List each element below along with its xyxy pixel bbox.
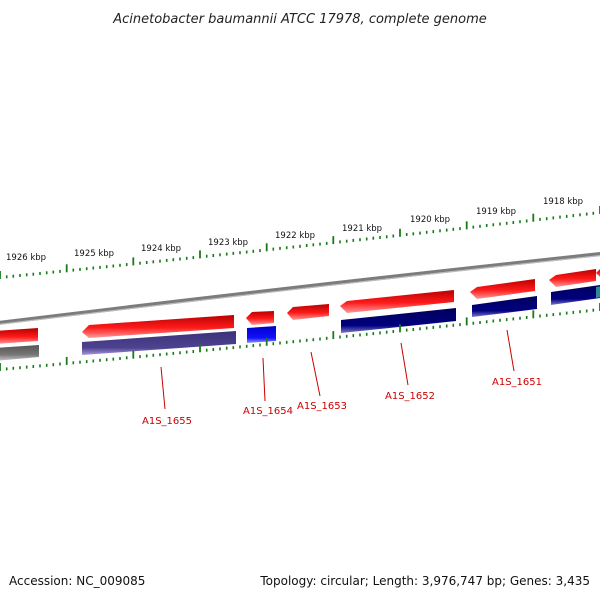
reverse-strand-genes xyxy=(0,285,600,361)
gene-label-a1s-1654: A1S_1654 xyxy=(243,406,293,417)
forward-strand-genes xyxy=(0,266,600,344)
gene-forward-right[interactable] xyxy=(549,269,596,287)
gene-reverse-navy-3[interactable] xyxy=(551,285,600,305)
gene-forward-left-edge[interactable] xyxy=(0,328,38,344)
kbp-label-1923: 1923 kbp xyxy=(208,238,248,248)
gene-label-a1s-1653: A1S_1653 xyxy=(297,401,347,412)
accession-text: Accession: NC_009085 xyxy=(9,574,146,588)
leader-a1s-1655 xyxy=(160,366,166,410)
map-title: Acinetobacter baumannii ATCC 17978, comp… xyxy=(112,12,487,27)
gene-forward-a1s-1652[interactable] xyxy=(340,290,454,313)
kbp-label-1921: 1921 kbp xyxy=(342,224,382,234)
outer-tick-ring xyxy=(0,206,600,279)
gene-forward-right-edge[interactable] xyxy=(596,266,600,279)
kbp-label-1924: 1924 kbp xyxy=(141,244,181,254)
kbp-label-group: 1926 kbp 1925 kbp 1924 kbp 1923 kbp 1922… xyxy=(6,197,583,263)
gene-labels: A1S_1655 A1S_1654 A1S_1653 A1S_1652 A1S_… xyxy=(142,377,542,427)
leader-a1s-1654 xyxy=(262,357,266,402)
leader-a1s-1651 xyxy=(506,329,515,372)
gene-reverse-purple[interactable] xyxy=(82,331,236,355)
genome-backbone xyxy=(0,252,600,325)
gene-reverse-navy-1[interactable] xyxy=(341,308,456,333)
topology-text: Topology: circular; Length: 3,976,747 bp… xyxy=(260,574,590,588)
genome-backbone-highlight xyxy=(0,254,600,325)
kbp-label-1918: 1918 kbp xyxy=(543,197,583,207)
kbp-label-1926: 1926 kbp xyxy=(6,253,46,263)
gene-forward-a1s-1655[interactable] xyxy=(82,315,234,338)
kbp-label-1925: 1925 kbp xyxy=(74,249,114,259)
gene-reverse-teal-edge[interactable] xyxy=(596,286,600,298)
gene-reverse-left-edge[interactable] xyxy=(0,345,39,361)
kbp-label-1919: 1919 kbp xyxy=(476,207,516,217)
gene-label-a1s-1652: A1S_1652 xyxy=(385,391,435,402)
inner-tick-ring xyxy=(0,303,600,371)
leader-a1s-1653 xyxy=(310,351,321,397)
gene-label-a1s-1651: A1S_1651 xyxy=(492,377,542,388)
gene-label-a1s-1655: A1S_1655 xyxy=(142,416,192,427)
gene-label-leaders xyxy=(160,329,515,410)
gene-forward-a1s-1654[interactable] xyxy=(246,311,274,325)
gene-reverse-navy-2[interactable] xyxy=(472,296,537,317)
gene-forward-a1s-1653[interactable] xyxy=(287,304,329,320)
leader-a1s-1652 xyxy=(400,342,409,386)
gene-forward-a1s-1651[interactable] xyxy=(470,279,535,299)
gene-reverse-blue[interactable] xyxy=(247,326,276,343)
kbp-label-1922: 1922 kbp xyxy=(275,231,315,241)
kbp-label-1920: 1920 kbp xyxy=(410,215,450,225)
